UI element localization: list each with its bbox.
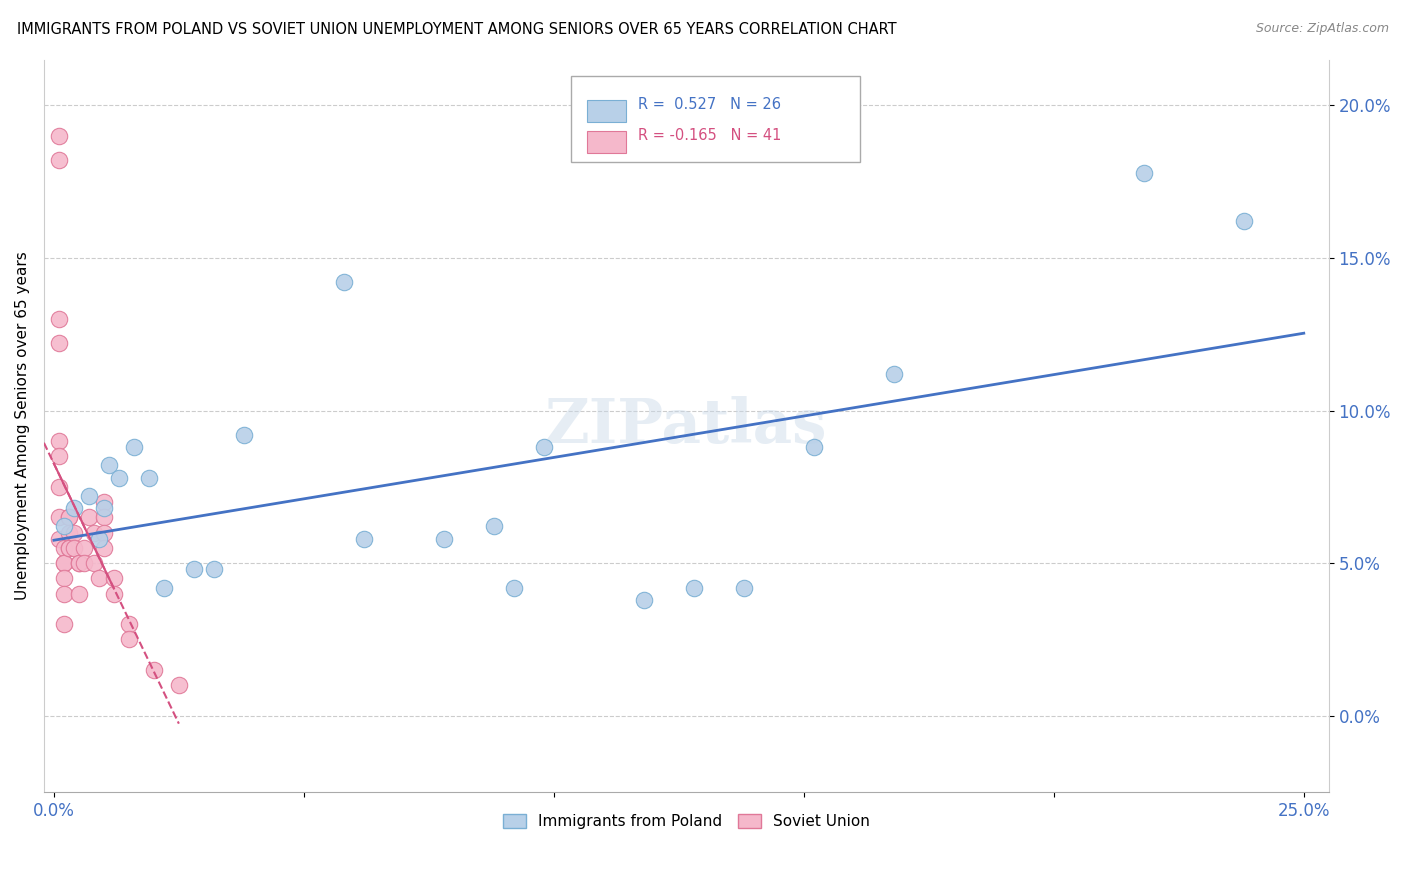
Point [93, 541, 115, 555]
Point [433, 532, 456, 546]
Point [183, 562, 205, 576]
Point [1233, 214, 1256, 228]
Point [58, 525, 80, 540]
Point [502, 581, 524, 595]
Point [682, 581, 704, 595]
Point [103, 571, 125, 585]
Point [48, 480, 70, 494]
Point [48, 450, 70, 464]
Point [52, 571, 75, 585]
Point [167, 678, 190, 692]
Text: Source: ZipAtlas.com: Source: ZipAtlas.com [1256, 22, 1389, 36]
Point [93, 525, 115, 540]
Point [103, 586, 125, 600]
Point [48, 532, 70, 546]
Point [48, 434, 70, 448]
Text: IMMIGRANTS FROM POLAND VS SOVIET UNION UNEMPLOYMENT AMONG SENIORS OVER 65 YEARS : IMMIGRANTS FROM POLAND VS SOVIET UNION U… [17, 22, 897, 37]
Point [482, 519, 505, 533]
Point [73, 556, 96, 570]
Text: R =  0.527   N = 26: R = 0.527 N = 26 [637, 96, 780, 112]
Point [63, 501, 86, 516]
Text: ZIPatlas: ZIPatlas [546, 396, 828, 456]
Point [353, 532, 375, 546]
Point [58, 510, 80, 524]
Point [633, 592, 655, 607]
Point [93, 510, 115, 524]
Point [803, 440, 825, 454]
Point [97, 458, 120, 473]
FancyBboxPatch shape [588, 100, 626, 122]
Point [58, 541, 80, 555]
Legend: Immigrants from Poland, Soviet Union: Immigrants from Poland, Soviet Union [496, 808, 876, 836]
Point [52, 519, 75, 533]
Point [52, 617, 75, 632]
Point [73, 541, 96, 555]
Point [232, 428, 254, 442]
Point [118, 632, 141, 647]
Point [52, 541, 75, 555]
Point [533, 440, 555, 454]
FancyBboxPatch shape [588, 131, 626, 153]
Point [48, 153, 70, 168]
Point [1133, 165, 1156, 179]
Point [67, 556, 90, 570]
Point [733, 581, 755, 595]
Point [58, 541, 80, 555]
Point [48, 336, 70, 351]
Point [63, 525, 86, 540]
Point [48, 128, 70, 143]
Point [122, 440, 145, 454]
Point [77, 489, 100, 503]
Point [52, 556, 75, 570]
Point [153, 581, 176, 595]
Point [48, 510, 70, 524]
Point [67, 556, 90, 570]
Point [48, 312, 70, 326]
Point [93, 495, 115, 509]
Point [87, 532, 110, 546]
Point [58, 510, 80, 524]
Point [138, 470, 160, 484]
Point [108, 470, 131, 484]
Point [142, 663, 165, 677]
Point [77, 510, 100, 524]
Point [83, 556, 105, 570]
Point [202, 562, 225, 576]
Y-axis label: Unemployment Among Seniors over 65 years: Unemployment Among Seniors over 65 years [15, 252, 30, 600]
Point [52, 586, 75, 600]
Point [87, 571, 110, 585]
Point [67, 586, 90, 600]
Point [93, 501, 115, 516]
Point [118, 617, 141, 632]
FancyBboxPatch shape [571, 76, 860, 162]
Point [333, 276, 356, 290]
Point [63, 541, 86, 555]
Point [83, 525, 105, 540]
Point [52, 556, 75, 570]
Text: R = -0.165   N = 41: R = -0.165 N = 41 [637, 128, 780, 144]
Point [883, 367, 905, 381]
